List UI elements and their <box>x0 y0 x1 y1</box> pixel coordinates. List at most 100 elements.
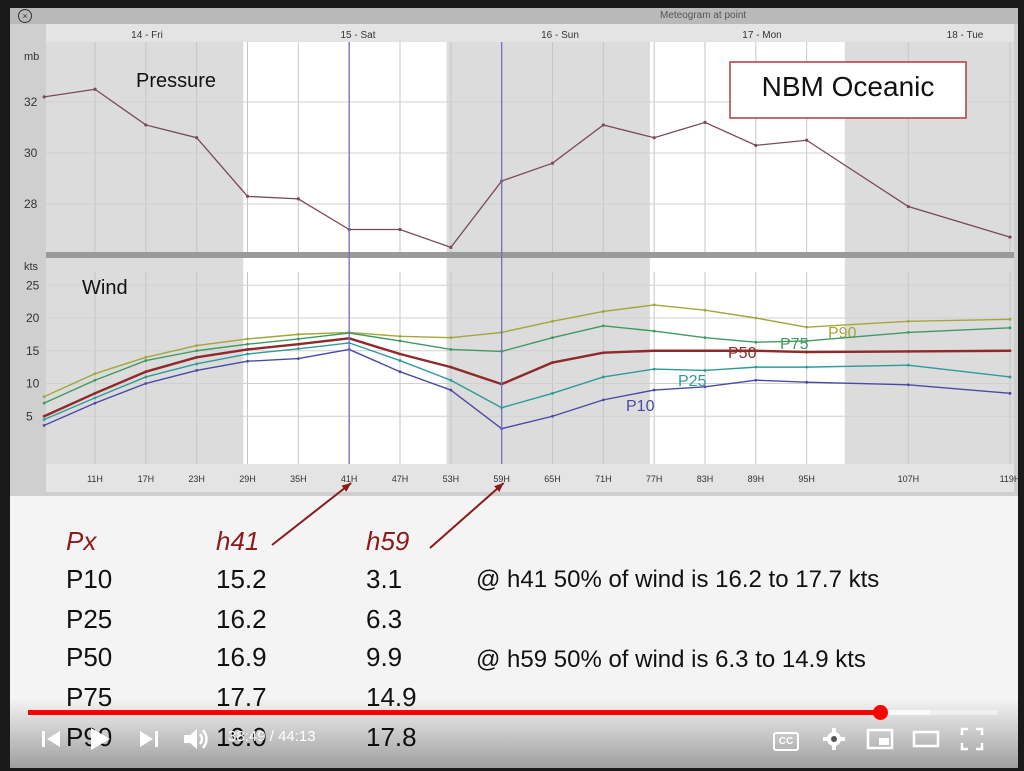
theater-mode-icon[interactable] <box>912 729 940 755</box>
wind-point-p50 <box>703 349 707 353</box>
day-label: 16 - Sun <box>541 30 579 41</box>
wind-point-p25 <box>906 363 910 367</box>
wind-point-p25 <box>144 375 148 379</box>
wind-line-p50 <box>43 337 1011 418</box>
series-label-p25: P25 <box>678 373 707 390</box>
scrubber-handle[interactable] <box>872 705 888 720</box>
table-cell: 6.3 <box>366 604 403 634</box>
wind-point-p50 <box>601 351 605 355</box>
hour-tick-label: 71H <box>595 474 612 484</box>
overlay-title: NBM Oceanic <box>762 71 935 102</box>
pressure-point <box>449 245 453 249</box>
wind-point-p50 <box>754 349 758 353</box>
wind-point-p75 <box>398 339 402 343</box>
wind-point-p75 <box>754 340 758 344</box>
next-icon[interactable] <box>138 728 160 756</box>
play-icon[interactable] <box>86 726 112 758</box>
wind-point-p50 <box>805 350 809 354</box>
previous-icon[interactable] <box>40 728 62 756</box>
hour-tick-label: 95H <box>798 474 815 484</box>
wind-point-p25 <box>398 359 402 362</box>
progress-fill <box>28 710 880 715</box>
hour-tick-label: 83H <box>697 474 714 484</box>
series-label-p50: P50 <box>728 345 757 362</box>
table-cell: 16.2 <box>216 604 267 634</box>
wind-point-p10 <box>144 382 148 385</box>
wind-point-p75 <box>1008 326 1012 330</box>
wind-point-p50 <box>93 391 97 395</box>
settings-gear-icon[interactable] <box>822 727 846 757</box>
video-player-controls: 38:49 / 44:13 CC <box>10 698 1018 768</box>
wind-point-p90 <box>93 372 97 376</box>
pressure-point <box>195 136 199 140</box>
pressure-point <box>296 197 300 201</box>
wind-point-p50 <box>652 349 656 353</box>
hour-tick-label: 77H <box>646 474 663 484</box>
table-header: h59 <box>366 526 410 556</box>
wind-point-p25 <box>246 352 249 356</box>
wind-point-p25 <box>754 365 758 369</box>
day-band-pressure <box>243 24 447 252</box>
hour-tick-label: 119H <box>1000 474 1018 484</box>
table-cell: 19.0 <box>216 722 267 753</box>
table-cell: 16.9 <box>216 642 267 672</box>
wind-point-p25 <box>652 367 656 371</box>
wind-point-p75 <box>551 336 554 340</box>
hour-tick-label: 41H <box>341 474 358 484</box>
time-display: 38:49 / 44:13 <box>228 728 316 745</box>
pressure-point <box>398 227 402 232</box>
wind-point-p25 <box>1008 375 1012 379</box>
series-label-p10: P10 <box>626 398 655 415</box>
wind-point-p50 <box>195 355 199 359</box>
pointer-arrow <box>271 482 352 546</box>
wind-point-p10 <box>906 383 910 387</box>
table-header: Px <box>66 526 97 556</box>
captions-icon[interactable]: CC <box>773 732 799 751</box>
close-icon[interactable]: × <box>18 9 32 23</box>
wind-point-p50 <box>449 365 453 369</box>
wind-point-p50 <box>246 348 249 351</box>
hour-axis-bar <box>46 464 1014 492</box>
wind-point-p25 <box>195 362 199 366</box>
wind-point-p75 <box>906 331 910 334</box>
pressure-point <box>144 123 148 127</box>
volume-icon[interactable] <box>182 727 210 757</box>
video-frame[interactable]: × Meteogram at point 14 - Fri 15 - Sat 16 … <box>10 8 1018 768</box>
pointer-arrowhead <box>341 483 352 492</box>
table-cell: 9.9 <box>366 642 403 672</box>
table-cell: 17.7 <box>216 682 267 712</box>
wind-point-p10 <box>1008 391 1012 395</box>
pointer-arrow <box>429 482 505 549</box>
pressure-point <box>703 120 707 124</box>
wind-point-p25 <box>93 396 97 400</box>
wind-point-p90 <box>195 344 199 347</box>
wind-point-p25 <box>805 365 809 369</box>
table-cell: P75 <box>66 682 113 712</box>
wind-line-p25 <box>43 342 1011 421</box>
hour-tick-label: 29H <box>239 474 256 484</box>
wind-point-p10 <box>296 357 300 361</box>
wind-point-p90 <box>906 319 910 323</box>
wind-point-p50 <box>42 414 46 418</box>
wind-point-p75 <box>195 349 199 353</box>
wind-tick-label: 10 <box>26 377 40 391</box>
table-cell: 14.9 <box>366 682 417 712</box>
hour-tick-label: 65H <box>544 474 561 484</box>
wind-point-p75 <box>296 337 300 341</box>
progress-bar[interactable] <box>28 705 998 720</box>
meteogram-chart: 14 - Fri 15 - Sat 16 - Sun 17 - Mon 18 - Tue… <box>24 24 1018 549</box>
wind-point-p75 <box>144 359 148 362</box>
table-cell: 17.8 <box>366 722 417 753</box>
panel-divider <box>46 252 1014 258</box>
pressure-line <box>44 88 1011 249</box>
wind-point-p50 <box>906 350 910 353</box>
wind-point-p10 <box>805 380 809 384</box>
wind-point-p25 <box>296 347 300 351</box>
pressure-point <box>601 123 605 127</box>
wind-point-p50 <box>398 352 402 356</box>
fullscreen-icon[interactable] <box>960 727 984 757</box>
miniplayer-icon[interactable] <box>866 728 894 756</box>
pressure-tick-label: 28 <box>24 197 38 211</box>
table-note: @ h59 50% of wind is 6.3 to 14.9 kts <box>476 646 866 673</box>
wind-point-p90 <box>703 308 707 312</box>
